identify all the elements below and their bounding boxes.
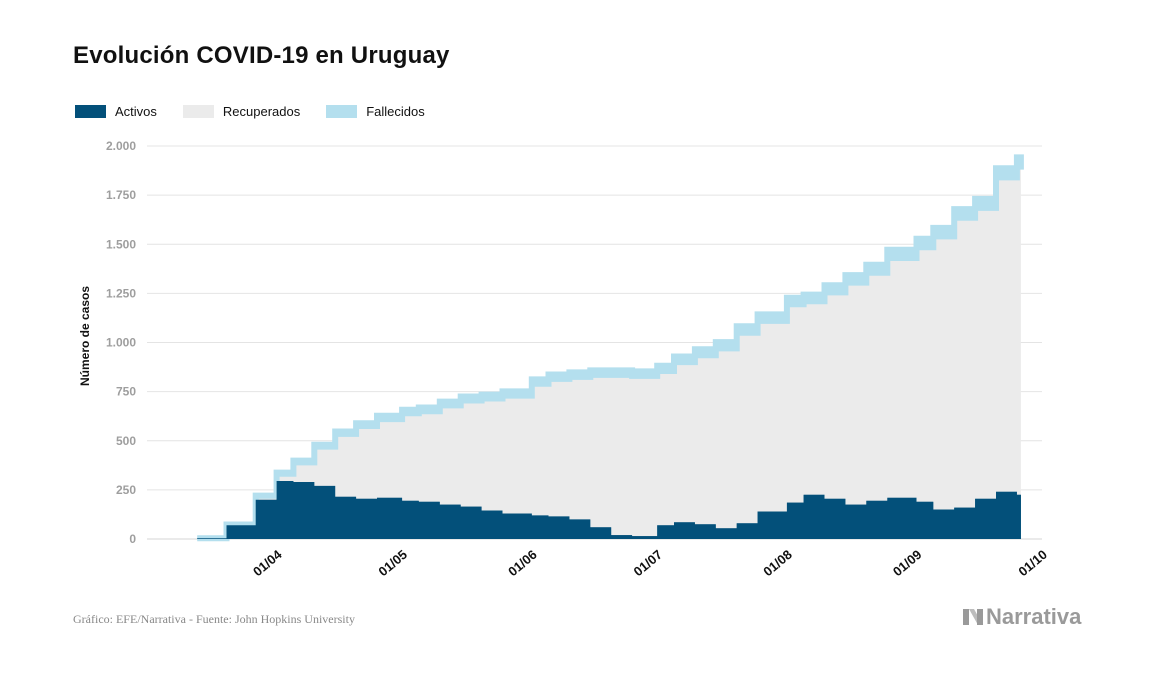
y-tick-label: 500: [116, 434, 136, 448]
brand-name: Narrativa: [986, 604, 1082, 629]
series-area-recuperados: [197, 166, 1021, 539]
legend: Activos Recuperados Fallecidos: [75, 104, 451, 119]
y-tick-label: 0: [129, 532, 136, 546]
source-credit: Gráfico: EFE/Narrativa - Fuente: John Ho…: [73, 612, 355, 626]
chart-title: Evolución COVID-19 en Uruguay: [73, 42, 450, 69]
y-tick-label: 1.750: [106, 188, 136, 202]
y-tick-label: 1.250: [106, 286, 136, 300]
legend-label-activos: Activos: [115, 104, 157, 119]
legend-label-recuperados: Recuperados: [222, 104, 301, 119]
legend-item-recuperados: Recuperados: [182, 104, 301, 119]
y-tick-label: 250: [116, 483, 136, 497]
x-tick-label: 01/07: [631, 547, 666, 579]
x-tick-label: 01/06: [505, 547, 540, 579]
brand-logo: Narrativa: [962, 604, 1081, 630]
x-tick-label: 01/10: [1015, 547, 1050, 579]
y-tick-label: 2.000: [106, 139, 136, 153]
x-tick-label: 01/08: [760, 547, 795, 579]
legend-swatch-recuperados: [182, 105, 214, 118]
narrativa-logo-icon: [963, 609, 983, 625]
x-tick-label: 01/05: [375, 547, 410, 579]
series-area-activos-top: [197, 481, 1021, 539]
legend-swatch-fallecidos: [326, 105, 358, 118]
x-tick-label: 01/04: [250, 546, 285, 579]
legend-swatch-activos: [75, 105, 106, 118]
y-tick-label: 750: [116, 385, 136, 399]
x-tick-label: 01/09: [890, 547, 925, 579]
y-tick-label: 1.500: [106, 237, 136, 251]
legend-item-fallecidos: Fallecidos: [326, 104, 425, 119]
y-tick-label: 1.000: [106, 336, 136, 350]
legend-label-fallecidos: Fallecidos: [366, 104, 425, 119]
series-area-fallecidos: [197, 154, 1024, 542]
legend-item-activos: Activos: [75, 104, 157, 119]
